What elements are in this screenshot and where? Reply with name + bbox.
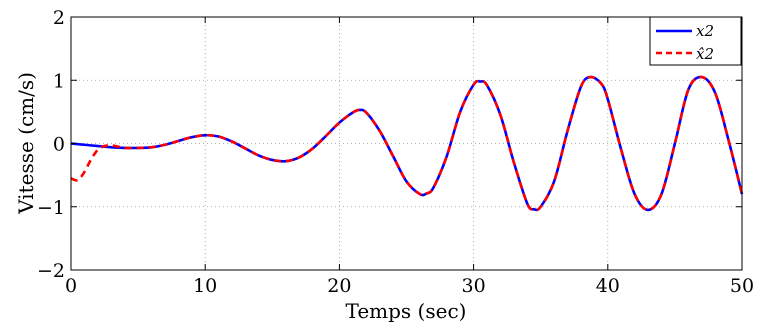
x-tick-label: 40 [596,275,620,297]
x-tick-label: 50 [730,275,754,297]
y-tick-label: 0 [53,134,65,156]
x-axis-label: Temps (sec) [346,299,467,323]
y-tick-label: −2 [37,260,65,282]
x-tick-label: 30 [462,275,486,297]
y-tick-label: −1 [37,197,65,219]
y-axis-label: Vitesse (cm/s) [14,72,38,215]
legend-label-x2-hat: x̂2 [696,45,714,63]
series-line-x2-hat [70,75,744,212]
y-tick-label: 1 [53,70,65,92]
legend-box [649,16,742,66]
x-tick-label: 20 [327,275,351,297]
legend: x2 x̂2 [649,16,742,66]
x-tick-label: 10 [193,275,217,297]
y-tick-label: 2 [53,7,65,29]
legend-label-x2: x2 [696,22,714,40]
x-tick-label: 0 [65,275,77,297]
series-line-x2 [70,75,744,212]
series-group [70,75,744,212]
ticks: 0 10 20 30 40 50 −2 −1 0 1 2 [37,7,754,297]
